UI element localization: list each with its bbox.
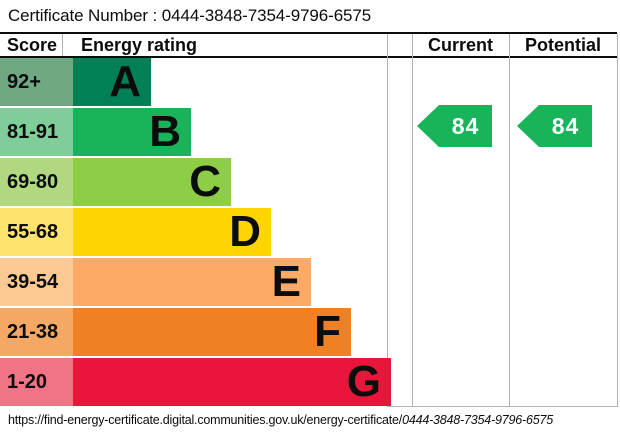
band-letter: F: [314, 307, 341, 356]
header-top-rule: [0, 32, 617, 34]
energy-rating-bands: 92+ A 81-91 B 69-80 C 55-68 D 39-54 E 21…: [0, 58, 412, 408]
band-score-range: 55-68: [0, 208, 73, 256]
left-arrow-icon: [517, 105, 539, 147]
energy-band-row: 92+ A: [0, 58, 412, 106]
band-letter: E: [271, 257, 301, 306]
current-rating-arrow: 84: [417, 105, 492, 147]
energy-band-row: 39-54 E: [0, 258, 412, 306]
potential-rating-value: 84: [539, 105, 592, 147]
band-letter: G: [346, 357, 381, 406]
left-arrow-icon: [417, 105, 439, 147]
potential-rating-arrow: 84: [517, 105, 592, 147]
band-score-range: 69-80: [0, 158, 73, 206]
band-score-range: 39-54: [0, 258, 73, 306]
band-bar: E: [73, 258, 311, 306]
band-bar: A: [73, 58, 151, 106]
energy-rating-table: Score Energy rating Current Potential 92…: [0, 32, 618, 408]
column-header-potential: Potential: [524, 35, 601, 55]
band-bar: G: [73, 358, 391, 406]
band-letter: C: [189, 157, 221, 206]
energy-band-row: 1-20 G: [0, 358, 412, 406]
header-bottom-rule: [0, 56, 617, 58]
band-letter: B: [149, 107, 181, 156]
band-score-range: 1-20: [0, 358, 73, 406]
band-letter: A: [109, 57, 141, 106]
grid-line-rating-right: [387, 34, 388, 406]
band-bar: D: [73, 208, 271, 256]
column-header-energy-rating: Energy rating: [81, 35, 198, 55]
certificate-url: https://find-energy-certificate.digital.…: [8, 413, 553, 427]
band-bar: C: [73, 158, 231, 206]
band-letter: D: [229, 207, 261, 256]
energy-band-row: 55-68 D: [0, 208, 412, 256]
grid-line-potential-left: [509, 34, 510, 406]
band-score-range: 21-38: [0, 308, 73, 356]
current-rating-value: 84: [439, 105, 492, 147]
certificate-url-base: https://find-energy-certificate.digital.…: [8, 413, 403, 427]
energy-band-row: 21-38 F: [0, 308, 412, 356]
grid-line-table-right: [617, 34, 618, 406]
certificate-number-line: Certificate Number : 0444-3848-7354-9796…: [8, 6, 372, 25]
band-score-range: 92+: [0, 58, 73, 106]
energy-band-row: 81-91 B: [0, 108, 412, 156]
certificate-url-number: 0444-3848-7354-9796-6575: [402, 413, 553, 427]
column-header-score: Score: [7, 35, 58, 55]
grid-line-current-left: [412, 34, 413, 406]
grid-line-score-separator: [62, 34, 63, 56]
energy-band-row: 69-80 C: [0, 158, 412, 206]
band-bar: F: [73, 308, 351, 356]
grid-line-table-bottom: [387, 406, 618, 407]
band-score-range: 81-91: [0, 108, 73, 156]
band-bar: B: [73, 108, 191, 156]
column-header-current: Current: [427, 35, 493, 55]
